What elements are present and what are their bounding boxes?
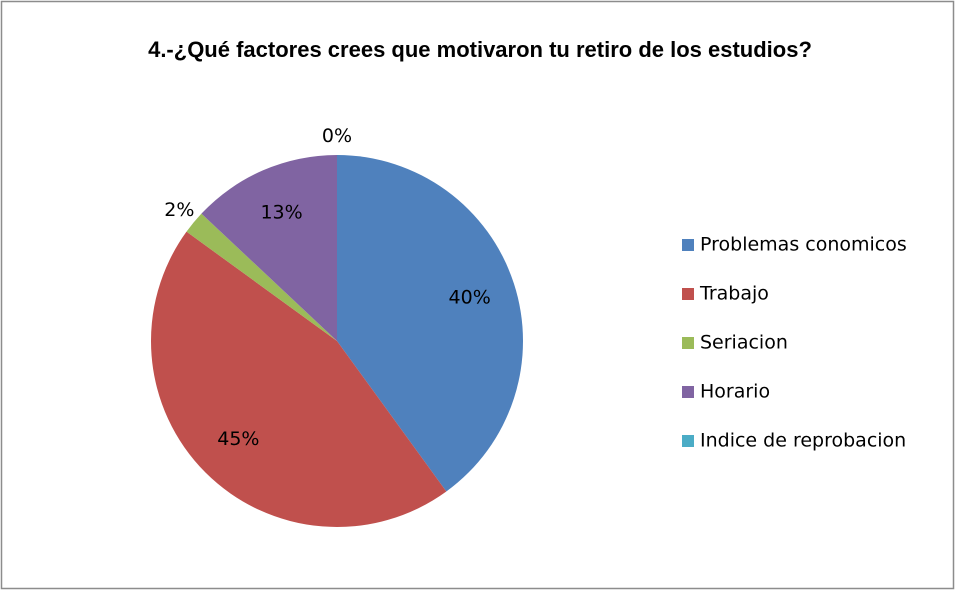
legend-swatch <box>682 239 694 251</box>
data-label: 2% <box>164 199 194 221</box>
legend-swatch <box>682 288 694 300</box>
legend-label: Problemas conomicos <box>700 234 907 256</box>
pie-slice <box>150 231 447 527</box>
legend-label: Trabajo <box>699 283 769 305</box>
pie-slice <box>201 155 337 341</box>
pie-slice <box>337 155 524 492</box>
data-label: 13% <box>260 201 302 223</box>
data-label: 40% <box>449 286 491 308</box>
legend-label: Horario <box>700 381 770 403</box>
data-label: 0% <box>322 125 352 147</box>
chart-title: 4.-¿Qué factores crees que motivaron tu … <box>148 37 812 62</box>
legend-swatch <box>682 337 694 349</box>
data-label: 45% <box>217 428 259 450</box>
legend-swatch <box>682 386 694 398</box>
legend-swatch <box>682 435 694 447</box>
legend-label: Seriacion <box>700 332 788 354</box>
legend-label: Indice de reprobacion <box>700 430 906 452</box>
pie-slice <box>186 213 337 341</box>
